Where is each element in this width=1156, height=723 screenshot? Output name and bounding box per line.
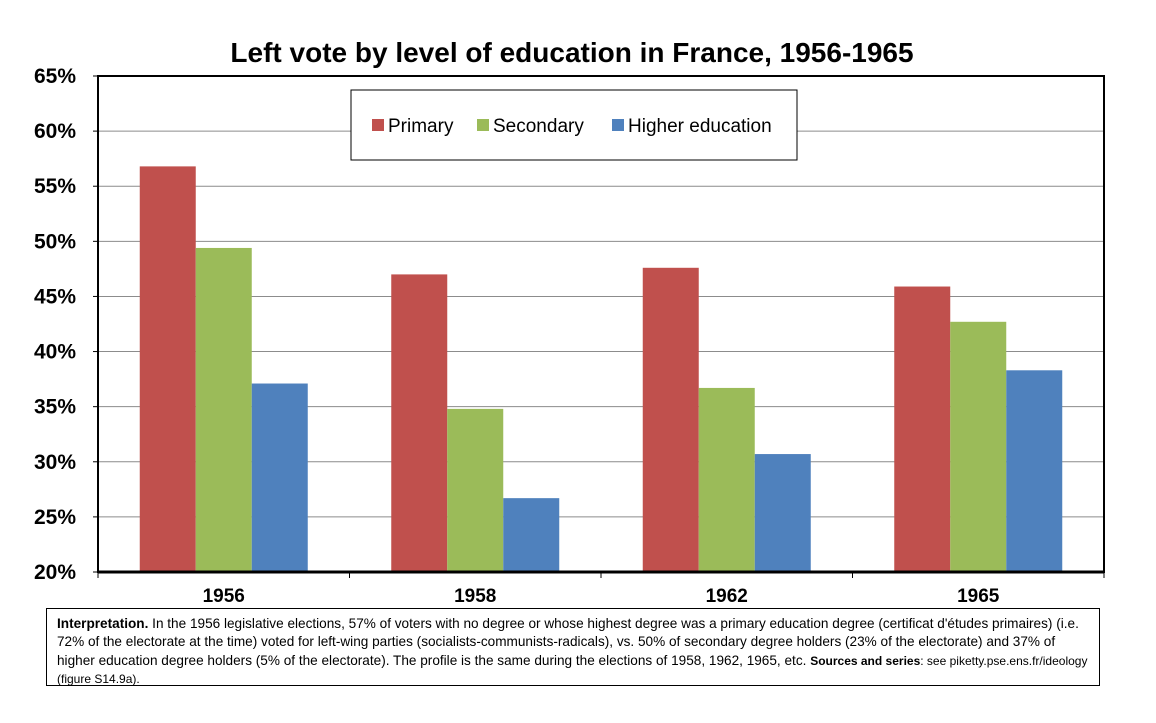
x-axis-ticks: 1956 1958 1962 1965 <box>203 586 1000 607</box>
y-tick-label: 50% <box>34 230 76 253</box>
y-tick-label: 60% <box>34 120 76 143</box>
legend-label: Secondary <box>493 116 584 137</box>
bar-primary <box>391 274 448 572</box>
y-tick-label: 45% <box>34 285 76 308</box>
x-tick-label: 1965 <box>957 586 1000 607</box>
sources-text: : see piketty.pse.ens.fr/ideology (figur… <box>57 653 1088 687</box>
y-tick-label: 20% <box>34 561 76 584</box>
legend-label: Higher education <box>628 116 772 137</box>
legend-swatch <box>612 119 624 131</box>
bar-higher-education <box>503 498 560 572</box>
x-tick-label: 1962 <box>706 586 748 607</box>
interpretation-note: Interpretation. In the 1956 legislative … <box>46 608 1100 686</box>
chart-title: Left vote by level of education in Franc… <box>230 37 913 68</box>
legend-label: Primary <box>388 116 454 137</box>
bar-secondary <box>447 408 504 572</box>
bar-secondary <box>950 321 1007 572</box>
bar-primary <box>139 166 196 573</box>
axes <box>97 570 1105 578</box>
y-axis-ticks: 20% 25% 30% 35% 40% 45% 50% 55% 60% 65% <box>34 65 98 584</box>
y-tick-label: 65% <box>34 65 76 88</box>
bar-higher-education <box>1006 370 1063 572</box>
legend: Primary Secondary Higher education <box>350 89 798 161</box>
interpretation-label: Interpretation. <box>57 616 149 631</box>
x-tick-label: 1956 <box>203 586 245 607</box>
bar-secondary <box>698 387 755 572</box>
bar-higher-education <box>251 383 308 572</box>
y-tick-label: 25% <box>34 506 76 529</box>
bar-primary <box>894 286 951 572</box>
legend-box <box>350 89 798 161</box>
y-tick-label: 30% <box>34 451 76 474</box>
bar-higher-education <box>754 454 811 572</box>
y-tick-label: 40% <box>34 341 76 364</box>
bar-primary <box>642 267 699 572</box>
sources-label: Sources and series <box>810 653 921 668</box>
legend-swatch <box>372 119 384 131</box>
y-tick-label: 55% <box>34 175 76 198</box>
bar-secondary <box>195 247 252 573</box>
interpretation-text: In the 1956 legislative elections, 57% o… <box>57 616 1079 668</box>
x-tick-label: 1958 <box>454 586 496 607</box>
bars <box>139 166 1063 573</box>
y-tick-label: 35% <box>34 396 76 419</box>
bar-chart: Left vote by level of education in Franc… <box>34 37 1105 607</box>
legend-swatch <box>477 119 489 131</box>
